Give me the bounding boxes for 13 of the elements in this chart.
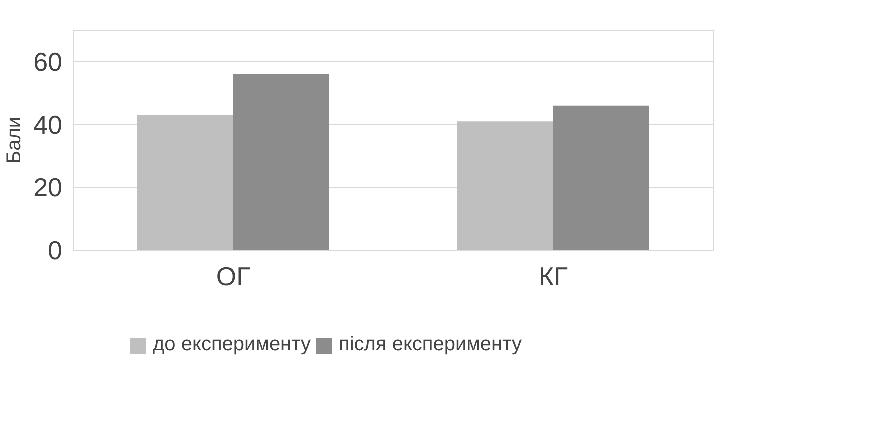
bar [554,106,650,250]
x-tick-label: КГ [538,262,568,292]
x-tick-label: ОГ [216,262,251,292]
bar [234,74,330,250]
bar [138,115,234,250]
bar [458,122,554,250]
y-tick-label: 0 [48,236,63,266]
y-tick-label: 40 [34,110,62,140]
legend-label: до експерименту [152,334,311,356]
legend-label: після експерименту [338,334,522,356]
y-tick-label: 60 [34,46,62,77]
y-axis-title: Бали [4,116,26,164]
y-tick-label: 20 [34,172,62,203]
